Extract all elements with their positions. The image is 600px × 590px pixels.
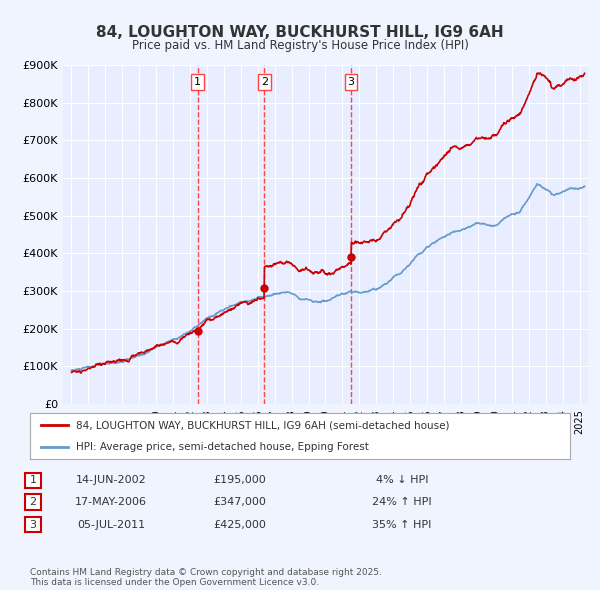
Text: 14-JUN-2002: 14-JUN-2002 xyxy=(76,476,146,485)
Text: 24% ↑ HPI: 24% ↑ HPI xyxy=(372,497,432,507)
Text: 84, LOUGHTON WAY, BUCKHURST HILL, IG9 6AH (semi-detached house): 84, LOUGHTON WAY, BUCKHURST HILL, IG9 6A… xyxy=(76,421,449,431)
Text: 1: 1 xyxy=(29,476,37,485)
Text: 05-JUL-2011: 05-JUL-2011 xyxy=(77,520,145,529)
Text: 2: 2 xyxy=(260,77,268,87)
Text: 17-MAY-2006: 17-MAY-2006 xyxy=(75,497,147,507)
Text: 35% ↑ HPI: 35% ↑ HPI xyxy=(373,520,431,529)
Text: £425,000: £425,000 xyxy=(214,520,266,529)
Text: 4% ↓ HPI: 4% ↓ HPI xyxy=(376,476,428,485)
Text: £347,000: £347,000 xyxy=(214,497,266,507)
Text: 2: 2 xyxy=(29,497,37,507)
Text: 3: 3 xyxy=(29,520,37,529)
Text: Price paid vs. HM Land Registry's House Price Index (HPI): Price paid vs. HM Land Registry's House … xyxy=(131,39,469,52)
Text: Contains HM Land Registry data © Crown copyright and database right 2025.
This d: Contains HM Land Registry data © Crown c… xyxy=(30,568,382,587)
Text: 1: 1 xyxy=(194,77,201,87)
Text: HPI: Average price, semi-detached house, Epping Forest: HPI: Average price, semi-detached house,… xyxy=(76,441,369,451)
Text: 84, LOUGHTON WAY, BUCKHURST HILL, IG9 6AH: 84, LOUGHTON WAY, BUCKHURST HILL, IG9 6A… xyxy=(96,25,504,40)
Text: £195,000: £195,000 xyxy=(214,476,266,485)
Text: 3: 3 xyxy=(347,77,355,87)
